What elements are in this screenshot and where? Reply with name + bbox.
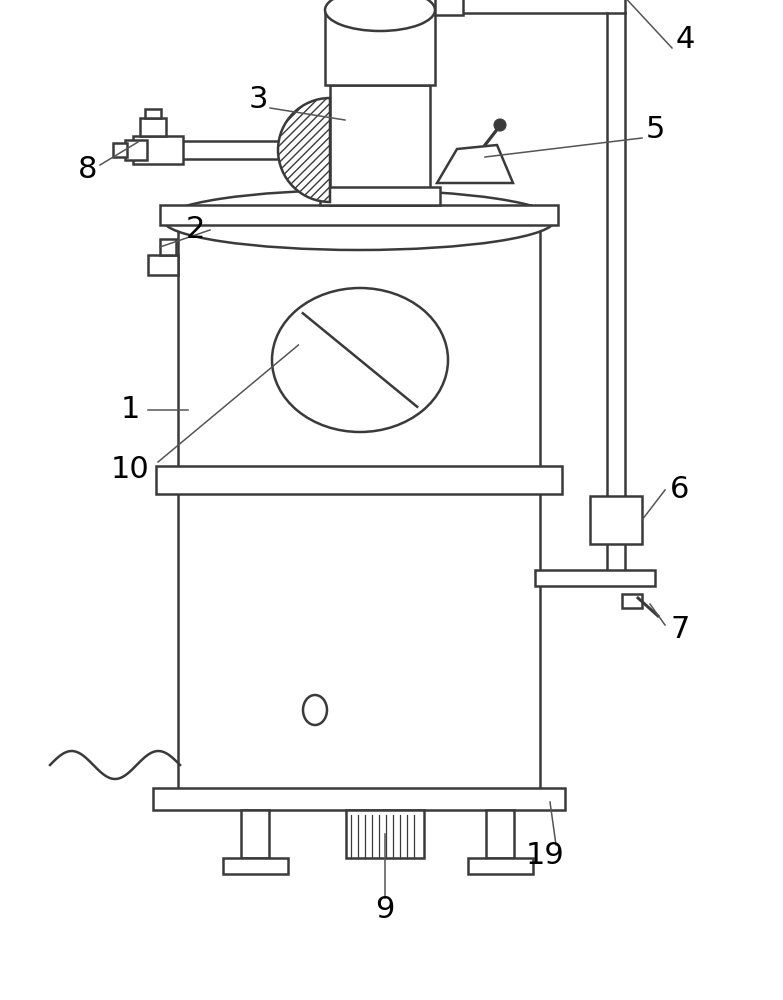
Text: 10: 10 bbox=[110, 456, 150, 485]
Ellipse shape bbox=[325, 0, 435, 31]
Bar bbox=[590, 496, 642, 544]
Text: 1: 1 bbox=[121, 395, 139, 424]
Text: 5: 5 bbox=[645, 115, 665, 144]
Text: 4: 4 bbox=[675, 25, 695, 54]
Bar bbox=[325, 10, 435, 85]
Bar bbox=[486, 810, 514, 858]
Text: 9: 9 bbox=[375, 896, 395, 924]
Bar bbox=[178, 480, 540, 805]
Ellipse shape bbox=[303, 695, 327, 725]
Text: 2: 2 bbox=[186, 216, 204, 244]
Bar bbox=[178, 220, 540, 480]
Bar bbox=[113, 143, 127, 157]
Bar bbox=[467, 858, 532, 874]
Ellipse shape bbox=[163, 190, 555, 250]
Bar bbox=[160, 205, 558, 225]
Wedge shape bbox=[278, 98, 330, 202]
Bar bbox=[222, 858, 287, 874]
Bar bbox=[133, 136, 183, 164]
Bar bbox=[346, 810, 424, 858]
Text: 3: 3 bbox=[248, 86, 268, 114]
Bar bbox=[535, 570, 655, 586]
Bar bbox=[622, 594, 642, 608]
Bar bbox=[145, 109, 161, 118]
Bar bbox=[148, 255, 178, 275]
Bar bbox=[140, 118, 166, 136]
Bar bbox=[435, 0, 463, 15]
Bar bbox=[156, 466, 562, 494]
Text: 19: 19 bbox=[525, 840, 565, 869]
Bar bbox=[330, 85, 430, 205]
Text: 8: 8 bbox=[78, 155, 98, 184]
Bar bbox=[320, 187, 440, 205]
Circle shape bbox=[494, 119, 506, 131]
Polygon shape bbox=[437, 145, 513, 183]
Ellipse shape bbox=[272, 288, 448, 432]
Bar bbox=[125, 140, 147, 160]
Text: 7: 7 bbox=[670, 615, 690, 645]
Text: 6: 6 bbox=[670, 476, 690, 504]
Bar bbox=[241, 810, 269, 858]
Bar bbox=[160, 239, 176, 255]
Bar bbox=[153, 788, 565, 810]
